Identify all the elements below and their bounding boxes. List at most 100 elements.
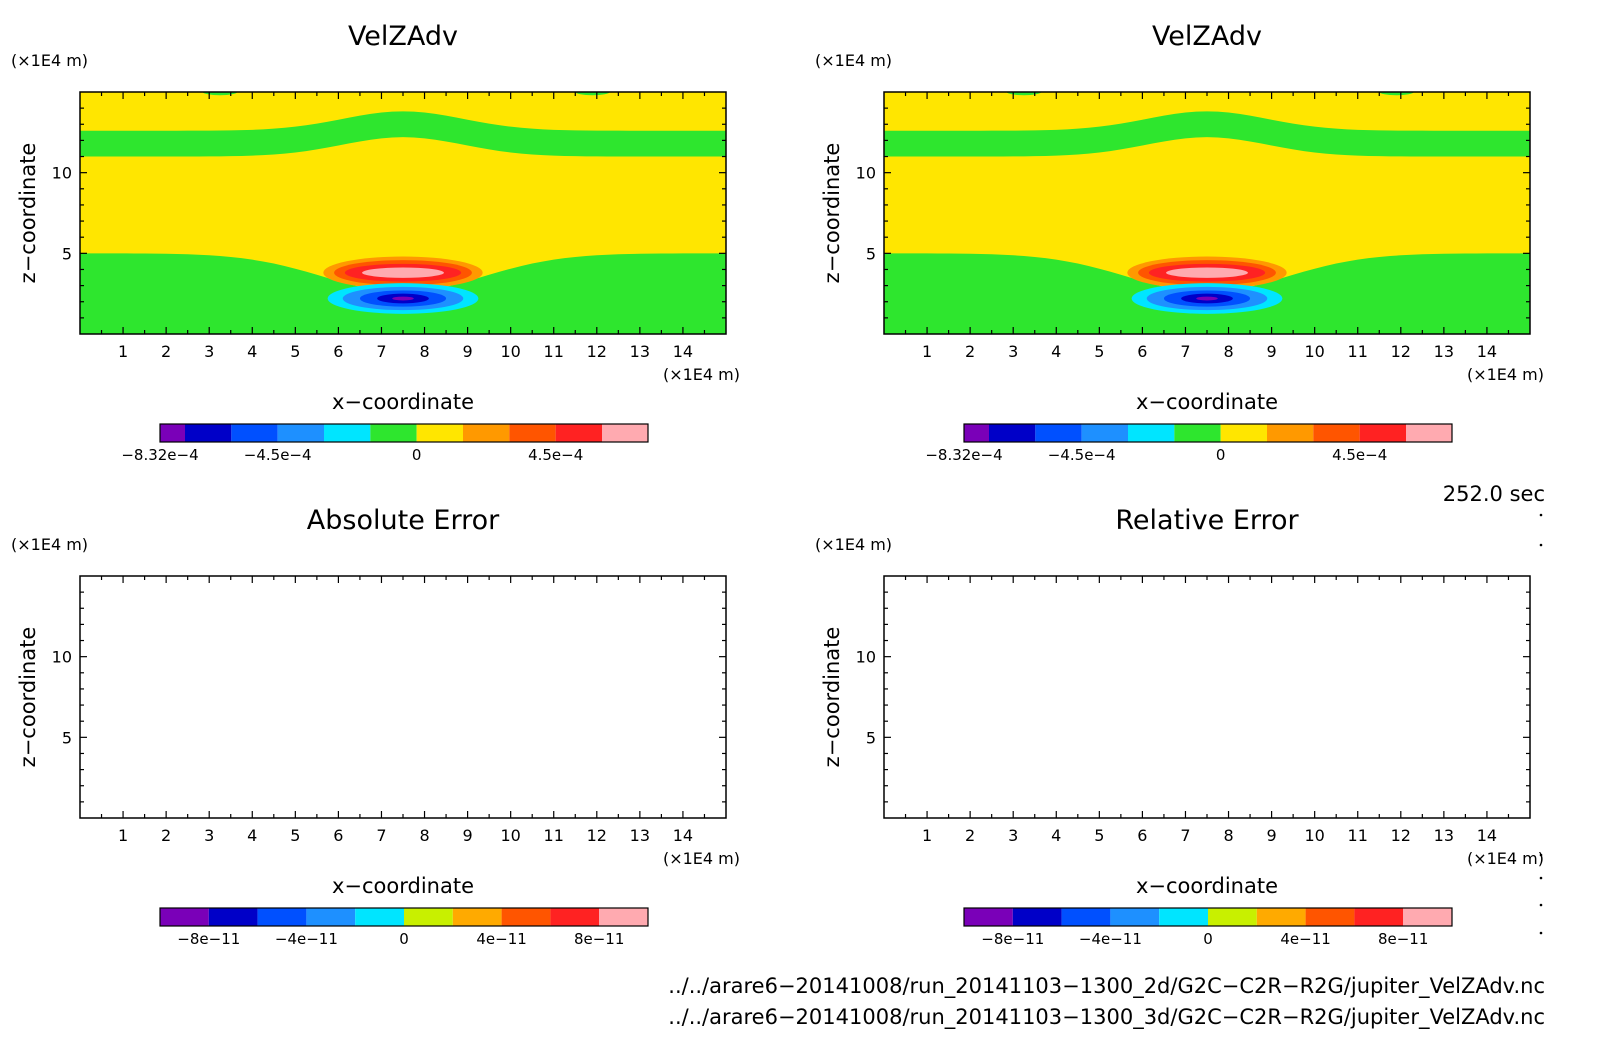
colorbar-segment [404, 908, 453, 926]
x-tick-label: 14 [673, 826, 693, 845]
x-unit-label: (×1E4 m) [663, 365, 740, 384]
plot-area [80, 92, 726, 334]
x-tick-label: 9 [463, 342, 473, 361]
x-tick-label: 9 [1267, 826, 1277, 845]
colorbar-segment [550, 908, 600, 926]
field-patch-top-left [1006, 92, 1042, 96]
colorbar-segment [1128, 424, 1175, 442]
x-tick-label: 3 [204, 826, 214, 845]
x-tick-label: 1 [922, 342, 932, 361]
x-tick-label: 10 [500, 342, 520, 361]
plot-background [80, 576, 726, 818]
x-tick-label: 6 [333, 826, 343, 845]
x-axis-title: x−coordinate [332, 874, 474, 898]
colorbar-frame [159, 423, 649, 443]
x-tick-label: 2 [161, 342, 171, 361]
x-tick-label: 7 [376, 826, 386, 845]
x-tick-label: 10 [1304, 826, 1324, 845]
colorbar-segment [160, 908, 209, 926]
colorbar-segment [452, 908, 502, 926]
x-tick-label: 5 [290, 342, 300, 361]
file-path-3d: ../../arare6−20141008/run_20141103−1300_… [668, 1005, 1545, 1030]
colorbar-frame [963, 423, 1453, 443]
y-tick-label: 5 [62, 244, 72, 263]
colorbar-label: −4.5e−4 [1048, 446, 1116, 464]
colorbar-segment [257, 908, 307, 926]
x-tick-label: 13 [1434, 826, 1454, 845]
colorbar-label: 0 [1203, 930, 1213, 948]
x-tick-label: 11 [1348, 342, 1368, 361]
x-tick-label: 13 [630, 342, 650, 361]
y-tick-label: 10 [856, 164, 876, 183]
margin-dot [1539, 903, 1543, 907]
margin-dot [1539, 543, 1543, 547]
x-tick-label: 3 [204, 342, 214, 361]
colorbar-label: −8.32e−4 [925, 446, 1002, 464]
colorbar-segment [501, 908, 551, 926]
x-tick-label: 1 [118, 826, 128, 845]
x-tick-label: 13 [630, 826, 650, 845]
colorbar-segment [355, 908, 404, 926]
colorbar-segment [185, 424, 232, 442]
y-tick-label: 10 [52, 648, 72, 667]
field-region-green-band [884, 111, 1530, 157]
colorbar-segment [599, 908, 648, 926]
colorbar-segment [1305, 908, 1355, 926]
y-unit-label: (×1E4 m) [11, 51, 88, 70]
field-patch-top-right [1379, 92, 1414, 96]
x-tick-label: 3 [1008, 342, 1018, 361]
x-tick-label: 13 [1434, 342, 1454, 361]
chart-panel-4: Relative Error(×1E4 m)1 2 3 4 5 6 7 8 9 10 11 12 13 1… [815, 505, 1544, 948]
x-tick-label: 11 [1348, 826, 1368, 845]
panel-title: Relative Error [1115, 505, 1299, 536]
y-tick-label: 5 [866, 244, 876, 263]
colorbar-segment [1220, 424, 1267, 442]
colorbar-segment [1354, 908, 1404, 926]
colorbar-segment [989, 424, 1036, 442]
positive-core-level-4 [362, 267, 444, 278]
x-tick-label: 8 [1223, 826, 1233, 845]
plot-area [80, 576, 726, 818]
x-tick-label: 5 [1094, 826, 1104, 845]
colorbar-segment [1313, 424, 1360, 442]
colorbar-label: −8e−11 [177, 930, 240, 948]
x-unit-label: (×1E4 m) [1467, 365, 1544, 384]
y-tick-label: 10 [52, 164, 72, 183]
colorbar-segment [324, 424, 371, 442]
colorbar-label: 4e−11 [476, 930, 526, 948]
colorbar: −8.32e−4 −4.5e−4 0 4.5e−4 [121, 423, 649, 464]
y-axis-title: z−coordinate [820, 143, 844, 284]
colorbar-label: 0 [399, 930, 409, 948]
y-tick-label: 10 [856, 648, 876, 667]
colorbar-segment [1267, 424, 1314, 442]
x-tick-label: 1 [922, 826, 932, 845]
colorbar-segment [306, 908, 356, 926]
y-unit-label: (×1E4 m) [815, 51, 892, 70]
x-tick-label: 3 [1008, 826, 1018, 845]
x-tick-label: 12 [587, 342, 607, 361]
colorbar-segment [1174, 424, 1221, 442]
x-axis-title: x−coordinate [1136, 874, 1278, 898]
x-tick-label: 1 [118, 342, 128, 361]
colorbar-segment [602, 424, 648, 442]
x-tick-label: 12 [1391, 826, 1411, 845]
margin-dot [1539, 876, 1543, 880]
x-tick-label: 7 [376, 342, 386, 361]
time-label: 252.0 sec [1443, 482, 1545, 506]
x-tick-label: 12 [587, 826, 607, 845]
file-path-2d: ../../arare6−20141008/run_20141103−1300_… [668, 974, 1545, 999]
colorbar-frame [963, 907, 1453, 927]
colorbar-frame [159, 907, 649, 927]
x-tick-label: 11 [544, 342, 564, 361]
positive-core-level-4 [1166, 267, 1248, 278]
x-tick-label: 5 [1094, 342, 1104, 361]
colorbar-label: −4e−11 [1079, 930, 1142, 948]
colorbar-label: 4e−11 [1280, 930, 1330, 948]
y-tick-label: 5 [866, 728, 876, 747]
y-axis-title: z−coordinate [16, 627, 40, 768]
colorbar-segment [416, 424, 463, 442]
colorbar-label: 0 [1216, 446, 1226, 464]
y-axis-title: z−coordinate [16, 143, 40, 284]
colorbar-segment [463, 424, 510, 442]
colorbar: −8e−11 −4e−11 0 4e−11 8e−11 [963, 907, 1453, 948]
